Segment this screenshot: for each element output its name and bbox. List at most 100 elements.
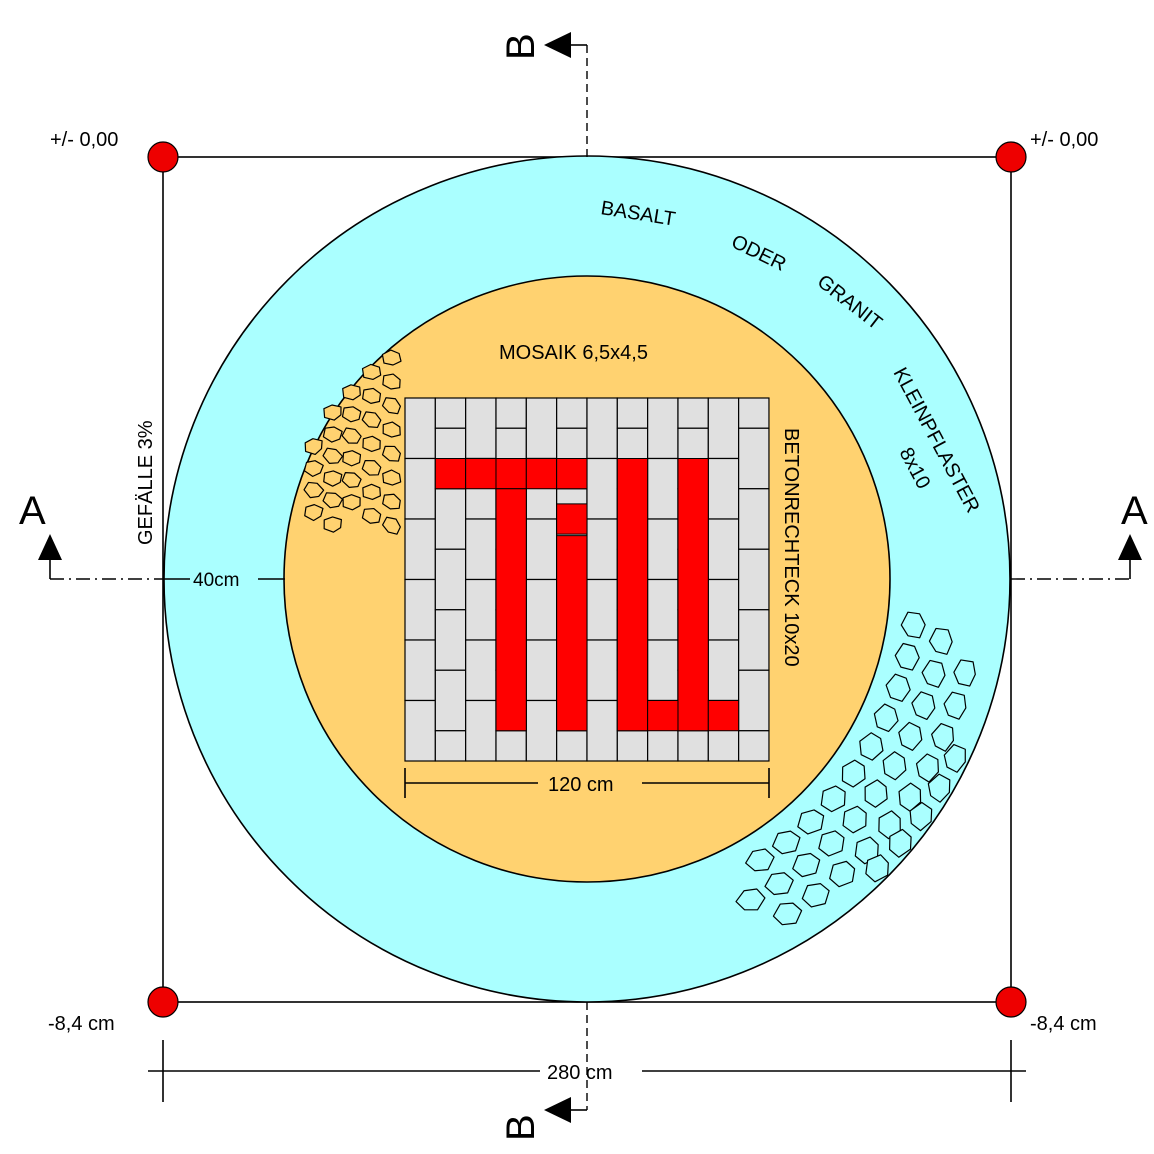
mosaic-cobblestone xyxy=(361,507,382,524)
logo-block xyxy=(616,458,649,732)
ring-cobblestone-pattern xyxy=(735,611,976,926)
ring-cobblestone xyxy=(953,659,976,687)
concrete-brick xyxy=(404,457,436,520)
concrete-brick xyxy=(404,518,436,581)
concrete-brick xyxy=(434,397,467,429)
ring-cobblestone xyxy=(797,809,825,835)
mosaic-cobblestone xyxy=(381,445,401,462)
concrete-brick xyxy=(434,548,467,611)
ring-cobblestone xyxy=(864,779,888,808)
mosaic-cobblestone xyxy=(342,450,362,467)
ring-cobblestone xyxy=(943,743,966,773)
concrete-brick xyxy=(707,639,740,702)
concrete-brick xyxy=(525,518,558,581)
section-label-a-right: A xyxy=(1121,489,1148,533)
ring-cobblestone xyxy=(745,848,775,872)
concrete-brick xyxy=(707,578,740,641)
ring-width-label: 40cm xyxy=(193,570,239,591)
tu-logo xyxy=(434,458,740,732)
ring-cobblestone xyxy=(894,642,920,671)
concrete-brick xyxy=(738,488,770,550)
ring-cobblestone xyxy=(928,627,953,655)
logo-block xyxy=(556,503,588,535)
concrete-brick xyxy=(495,730,527,762)
concrete-brick xyxy=(586,639,618,702)
concrete-brick xyxy=(738,548,770,611)
concrete-brick xyxy=(707,397,740,460)
section-b-bottom-arrow xyxy=(544,1097,571,1123)
logo-block xyxy=(434,458,467,490)
ring-cobblestone xyxy=(909,801,933,832)
concrete-brick xyxy=(586,397,618,460)
mosaic-cobblestone xyxy=(382,421,401,438)
slope-label: GEFÄLLE 3% xyxy=(135,420,157,545)
concrete-brick xyxy=(616,397,649,429)
concrete-brick xyxy=(616,730,649,762)
concrete-brick xyxy=(404,397,436,460)
section-a-right-arrow xyxy=(1118,534,1142,560)
elevation-label-bottom-right: -8,4 cm xyxy=(1030,1013,1097,1035)
concrete-label: BETONRECHTECK 10x20 xyxy=(780,428,802,667)
mosaic-cobblestone xyxy=(361,411,382,429)
section-label-b-top: B xyxy=(499,33,543,60)
mosaic-cobblestone xyxy=(361,459,382,476)
concrete-brick xyxy=(677,397,709,429)
total-width-label: 280 cm xyxy=(547,1062,613,1084)
concrete-brick xyxy=(647,457,679,520)
mosaic-cobblestone xyxy=(382,493,401,510)
mosaic-cobblestone xyxy=(303,481,325,499)
logo-block xyxy=(556,535,588,732)
mosaic-cobblestone xyxy=(322,426,343,443)
mosaic-cobblestone xyxy=(323,516,343,533)
concrete-brick xyxy=(586,518,618,581)
mosaic-cobblestone xyxy=(381,397,402,415)
logo-block xyxy=(495,488,527,732)
ring-cobblestone xyxy=(882,751,907,781)
mosaic-cobblestone-pattern xyxy=(303,349,402,535)
concrete-brick xyxy=(465,397,497,460)
ring-cobblestone xyxy=(900,611,926,639)
ring-cobblestone xyxy=(927,773,951,803)
ring-cobblestone xyxy=(921,659,946,688)
concrete-brick xyxy=(738,397,770,429)
concrete-brick xyxy=(707,457,740,520)
elevation-marker-bottom-right xyxy=(995,986,1027,1018)
concrete-brick xyxy=(647,578,679,641)
section-label-b-bottom: B xyxy=(499,1114,543,1141)
logo-block xyxy=(707,700,740,732)
concrete-brick xyxy=(586,578,618,641)
concrete-brick xyxy=(495,397,527,429)
concrete-brick xyxy=(525,639,558,702)
ring-cobblestone xyxy=(889,828,912,858)
ring-cobblestone xyxy=(792,852,821,878)
ring-cobblestone xyxy=(859,732,884,761)
logo-block xyxy=(647,700,679,732)
concrete-brick xyxy=(647,639,679,702)
ring-cobblestone xyxy=(915,753,939,783)
concrete-brick xyxy=(707,518,740,581)
logo-block xyxy=(525,458,558,490)
concrete-brick xyxy=(525,397,558,460)
elevation-label-top-left: +/- 0,00 xyxy=(50,129,118,151)
mosaic-cobblestone xyxy=(362,387,382,404)
concrete-brick xyxy=(465,699,497,762)
logo-block xyxy=(677,458,709,732)
ring-cobblestone xyxy=(764,872,794,896)
concrete-brick xyxy=(404,639,436,702)
section-b-top-arrow xyxy=(544,32,571,58)
concrete-brick xyxy=(738,669,770,732)
concrete-brick xyxy=(525,699,558,762)
elevation-label-top-right: +/- 0,00 xyxy=(1030,129,1098,151)
mosaic-cobblestone xyxy=(361,363,382,380)
concrete-brick xyxy=(434,669,467,732)
mosaic-cobblestone xyxy=(382,373,401,390)
mosaic-cobblestone xyxy=(362,435,381,453)
concrete-brick xyxy=(647,397,679,460)
mosaic-cobblestone xyxy=(342,384,361,401)
ring-cobblestone xyxy=(865,854,889,883)
mosaic-cobblestone xyxy=(381,516,401,535)
ring-cobblestone xyxy=(841,759,866,788)
ring-cobblestone xyxy=(820,785,846,813)
ring-cobblestone xyxy=(943,691,967,720)
ring-cobblestone xyxy=(885,673,911,702)
